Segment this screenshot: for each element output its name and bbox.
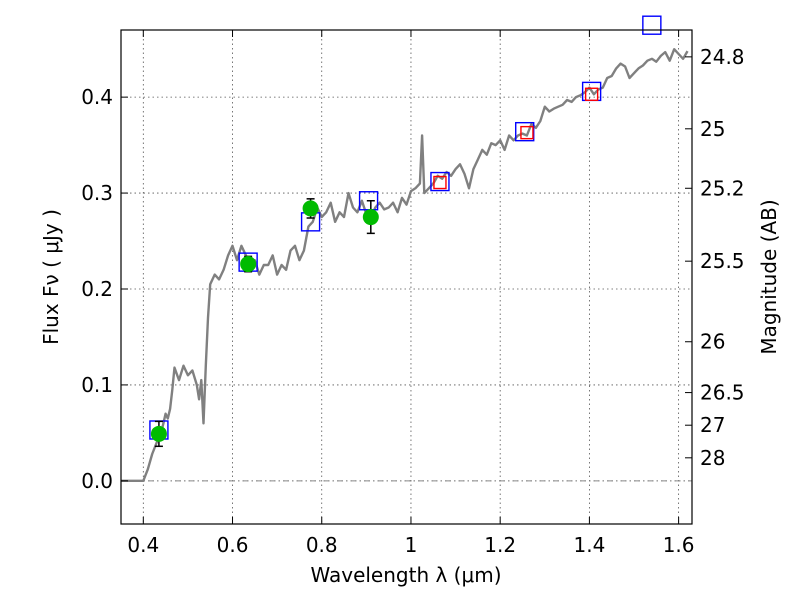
mag-tick-label: 28 (700, 446, 725, 470)
plot-frame (120, 29, 693, 525)
mag-tick-label: 26.5 (700, 381, 745, 405)
photometry-box-blue (430, 171, 450, 192)
x-tick-label: 1.4 (573, 533, 605, 557)
observed-point (240, 256, 257, 273)
mag-tick-label: 24.8 (700, 45, 745, 69)
x-tick-label: 1 (405, 533, 418, 557)
observed-point (150, 425, 167, 442)
photometry-box-blue (515, 121, 535, 142)
x-axis-label: Wavelength λ (μm) (310, 563, 501, 587)
y-axis-label: Flux Fν ( μJy ) (39, 209, 63, 345)
observed-point (302, 200, 319, 217)
mag-tick-label: 25.5 (700, 249, 745, 273)
ticks: 0.4 0.6 0.8 1 1.2 1.4 1.6 0.0 0.1 0.2 0.3 0.4 24.8 25… (81, 30, 745, 557)
plot-background (121, 30, 692, 524)
y-tick-label: 0.3 (81, 181, 113, 205)
y-tick-label: 0.2 (81, 277, 113, 301)
y-axis-right-label: Magnitude (AB) (757, 199, 781, 354)
photometry-box-red (520, 125, 534, 140)
photometry-box-red (433, 175, 447, 190)
y-tick-label: 0.0 (81, 469, 113, 493)
x-tick-label: 0.6 (217, 533, 249, 557)
x-tick-label: 1.6 (663, 533, 695, 557)
photometry-box-red (584, 87, 599, 101)
mag-tick-label: 25 (700, 117, 725, 141)
x-tick-label: 0.4 (127, 533, 159, 557)
y-tick-label: 0.1 (81, 373, 113, 397)
mag-tick-label: 27 (700, 413, 725, 437)
mag-tick-label: 25.2 (700, 176, 745, 200)
x-tick-label: 0.8 (306, 533, 338, 557)
observed-point (362, 209, 379, 226)
mag-tick-label: 26 (700, 330, 725, 354)
x-tick-label: 1.2 (484, 533, 516, 557)
photometry-box-blue (642, 15, 662, 35)
y-tick-label: 0.4 (81, 85, 113, 109)
observed-points (150, 198, 379, 448)
